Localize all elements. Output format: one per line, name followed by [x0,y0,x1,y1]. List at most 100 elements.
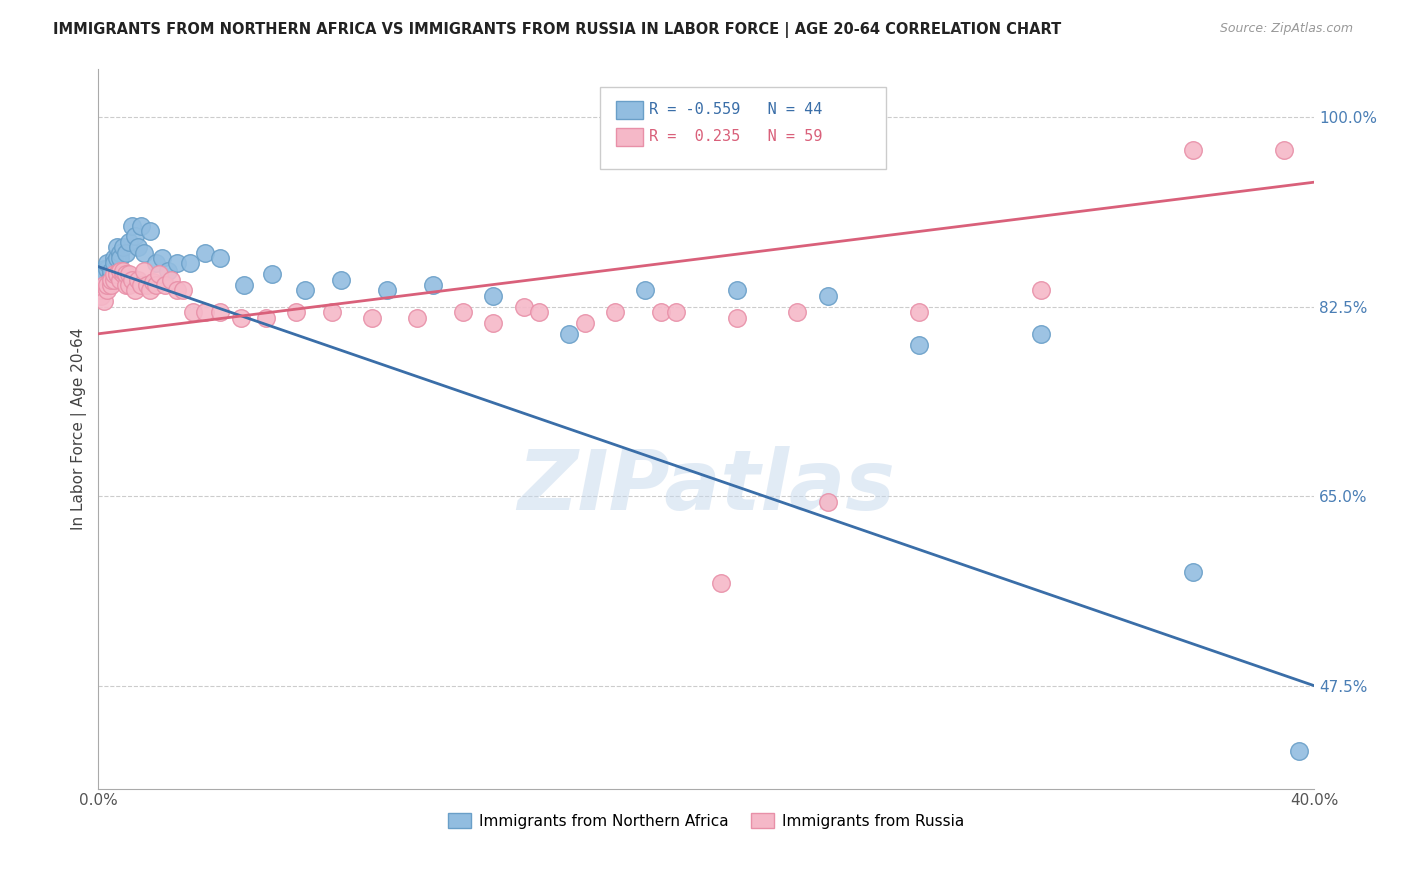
Point [634,284,657,298]
Point [375,284,398,298]
Point [108,273,131,287]
Point [254,310,277,325]
Point [1181,143,1204,157]
Point [451,305,474,319]
Point [574,316,596,330]
Point [124,229,146,244]
Point [100,273,122,287]
Point [527,305,550,319]
Point [129,219,152,233]
Point [160,273,183,287]
Point [650,305,672,319]
Point [90,267,112,281]
Point [129,278,152,293]
Point [96,261,118,276]
Point [118,235,141,249]
Point [321,305,343,319]
Point [114,267,136,281]
Point [100,264,122,278]
Point [208,251,231,265]
Point [817,494,839,508]
Point [132,264,155,278]
Point [148,267,170,281]
Point [482,316,505,330]
Point [194,245,217,260]
Point [136,278,159,293]
Point [132,245,155,260]
Point [118,278,141,293]
Point [1029,326,1052,341]
Point [1181,565,1204,579]
Point [127,273,149,287]
Point [96,284,118,298]
Point [194,305,217,319]
Point [105,240,128,254]
Point [1272,143,1295,157]
Point [406,310,429,325]
Point [90,284,112,298]
Point [665,305,688,319]
Point [100,267,122,281]
Point [603,305,626,319]
Point [108,264,131,278]
Point [725,310,748,325]
Point [114,245,136,260]
Text: R =  0.235   N = 59: R = 0.235 N = 59 [650,129,823,145]
Point [121,219,143,233]
Point [96,278,118,293]
Point [166,284,188,298]
Point [145,256,167,270]
Point [103,251,125,265]
Point [145,278,167,293]
Text: R = -0.559   N = 44: R = -0.559 N = 44 [650,103,823,118]
Point [103,256,125,270]
FancyBboxPatch shape [616,101,643,119]
Point [166,256,188,270]
Point [260,267,283,281]
Point [103,273,125,287]
FancyBboxPatch shape [600,87,886,169]
Point [908,305,931,319]
Point [1288,744,1310,758]
Point [513,300,536,314]
Point [118,267,141,281]
Point [710,575,733,590]
Point [90,289,112,303]
Point [233,278,256,293]
Point [105,251,128,265]
Point [208,305,231,319]
Point [111,240,134,254]
Point [127,240,149,254]
Point [181,305,204,319]
Point [294,284,316,298]
Point [111,264,134,278]
Text: ZIPatlas: ZIPatlas [517,446,896,526]
Point [179,256,201,270]
Point [93,261,115,276]
Point [558,326,581,341]
Point [482,289,505,303]
Point [422,278,444,293]
Point [284,305,307,319]
Y-axis label: In Labor Force | Age 20-64: In Labor Force | Age 20-64 [72,327,87,530]
Point [139,284,162,298]
Point [155,278,177,293]
Point [361,310,384,325]
Text: IMMIGRANTS FROM NORTHERN AFRICA VS IMMIGRANTS FROM RUSSIA IN LABOR FORCE | AGE 2: IMMIGRANTS FROM NORTHERN AFRICA VS IMMIG… [53,22,1062,38]
Point [103,267,125,281]
Point [139,224,162,238]
Point [172,284,194,298]
Point [817,289,839,303]
Point [908,337,931,351]
Point [1029,284,1052,298]
Point [111,267,134,281]
Point [157,264,180,278]
Point [93,267,115,281]
Point [121,273,143,287]
Point [114,278,136,293]
Point [105,267,128,281]
Point [100,278,122,293]
Point [150,251,173,265]
Point [93,294,115,309]
Point [108,245,131,260]
